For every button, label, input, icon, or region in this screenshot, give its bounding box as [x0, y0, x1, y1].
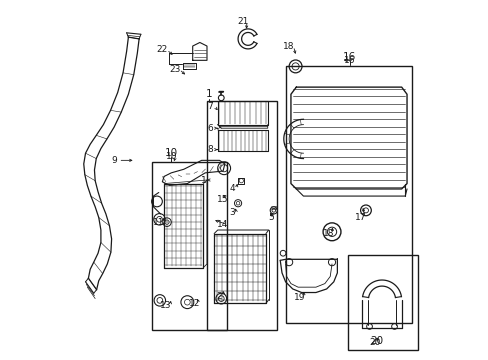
Text: 10: 10 — [165, 152, 177, 161]
Text: 12: 12 — [188, 299, 200, 308]
Text: 14: 14 — [217, 220, 228, 229]
Text: 4: 4 — [229, 184, 234, 193]
Text: 17: 17 — [354, 213, 366, 222]
Text: 1: 1 — [205, 89, 212, 99]
Text: 3: 3 — [229, 208, 234, 217]
Text: 16: 16 — [343, 52, 356, 62]
Text: 8: 8 — [207, 145, 213, 154]
Text: 18: 18 — [322, 229, 333, 238]
Bar — [206, 102, 276, 330]
Text: 11: 11 — [153, 219, 164, 228]
Text: 23: 23 — [169, 65, 180, 74]
Text: 21: 21 — [237, 17, 248, 26]
Text: 20: 20 — [369, 336, 383, 346]
Text: 19: 19 — [293, 293, 305, 302]
Bar — [151, 162, 226, 330]
Text: 9: 9 — [111, 156, 117, 165]
Text: 6: 6 — [207, 124, 213, 133]
Text: 16: 16 — [344, 56, 355, 65]
Text: 22: 22 — [156, 45, 167, 54]
Bar — [285, 66, 411, 323]
Text: 13: 13 — [160, 301, 171, 310]
Text: 2: 2 — [216, 292, 222, 301]
Text: 15: 15 — [217, 195, 228, 204]
Text: 18: 18 — [283, 41, 294, 50]
Text: 5: 5 — [268, 213, 274, 222]
Text: 7: 7 — [207, 102, 213, 111]
Text: 20: 20 — [368, 338, 380, 347]
Bar — [347, 255, 417, 350]
Text: 1: 1 — [200, 176, 206, 185]
Text: 10: 10 — [164, 148, 178, 158]
